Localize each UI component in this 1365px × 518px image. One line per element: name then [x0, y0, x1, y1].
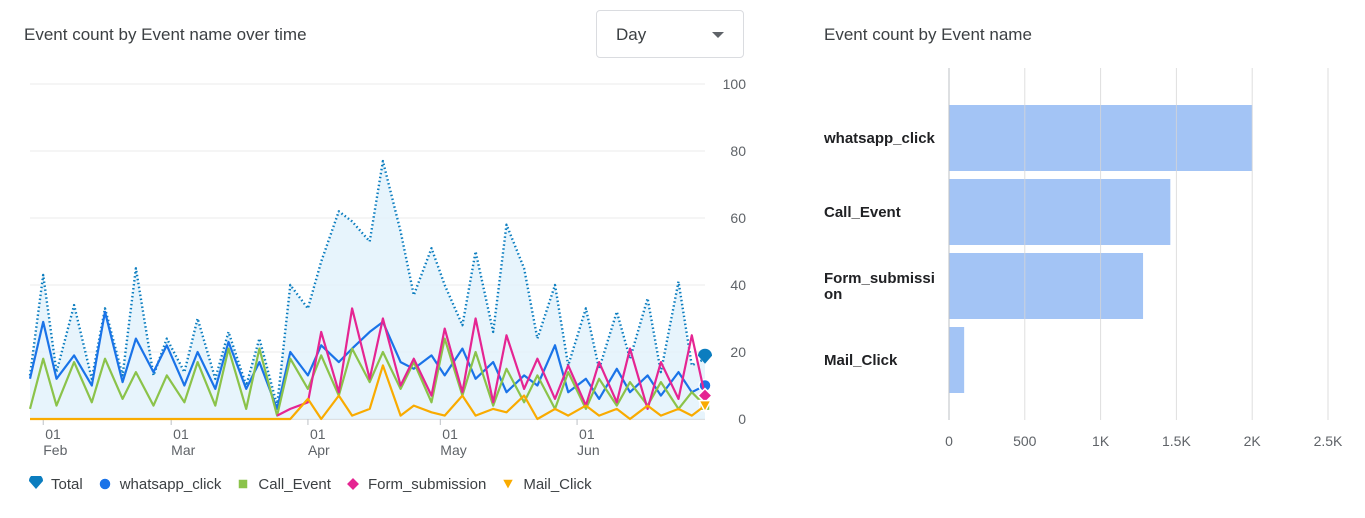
x-tick-label: 500: [1013, 433, 1037, 449]
series-line-2: [28, 337, 706, 417]
pin-icon-shape: [29, 476, 43, 489]
x-tick-label: 0: [945, 433, 953, 449]
y-tick-label: 0: [738, 411, 746, 427]
triangle-icon: [501, 478, 516, 492]
x-tick-month-label: Feb: [43, 442, 67, 458]
square-icon-shape: [237, 478, 250, 490]
chart-legend: Total whatsapp_click Call_Event Form_submis…: [28, 474, 606, 494]
legend-label: Form_submission: [367, 475, 487, 493]
diamond-icon: [344, 476, 361, 492]
x-tick-day-label: 01: [173, 426, 189, 442]
series-line-4: [30, 364, 706, 421]
legend-label: whatsapp_click: [119, 475, 222, 493]
circle-icon: [97, 477, 112, 491]
legend-label: Call_Event: [258, 475, 331, 493]
legend-item[interactable]: whatsapp_click: [97, 475, 222, 493]
triangle-icon-shape: [501, 478, 516, 492]
bar-chart-title: Event count by Event name: [824, 25, 1032, 44]
x-tick-month-label: Apr: [308, 442, 330, 458]
bar-category-label: Mail_Click: [824, 352, 898, 369]
x-tick-day-label: 01: [310, 426, 326, 442]
legend-item[interactable]: Form_submission: [344, 475, 487, 493]
series-line-3: [276, 307, 707, 417]
diamond-icon-shape: [344, 476, 361, 492]
series-end-marker: [698, 348, 712, 364]
x-tick-label: 1K: [1092, 433, 1110, 449]
granularity-dropdown[interactable]: Day: [596, 10, 744, 58]
x-tick-label: 1.5K: [1162, 433, 1191, 449]
x-tick-day-label: 01: [45, 426, 61, 442]
bar-category-label: whatsapp_click: [823, 130, 936, 147]
legend-item[interactable]: Total: [28, 476, 83, 493]
y-tick-label: 60: [730, 210, 746, 226]
legend-label: Mail_Click: [523, 475, 592, 493]
bar-chart: whatsapp_click Call_Event Form_submissi on M…: [823, 68, 1343, 449]
x-tick-month-label: Mar: [171, 442, 195, 458]
pin-icon: [29, 476, 43, 489]
series-end-marker: [697, 399, 713, 414]
legend-item[interactable]: Mail_Click: [500, 475, 592, 493]
series-line-1: [28, 310, 706, 410]
caret-down-icon: [712, 32, 724, 38]
square-icon: [237, 478, 250, 490]
x-tick-label: 2K: [1244, 433, 1262, 449]
y-tick-label: 80: [730, 143, 746, 159]
bar-category-label: Form_submissi on: [824, 270, 935, 303]
x-tick-day-label: 01: [579, 426, 595, 442]
bar-Form_submission: [949, 253, 1144, 319]
y-tick-label: 20: [730, 344, 746, 360]
bar-Mail_Click: [949, 327, 965, 393]
x-tick-day-label: 01: [442, 426, 458, 442]
bar-category-label: Call_Event: [824, 204, 901, 221]
x-tick-month-label: Jun: [577, 442, 600, 458]
x-tick-month-label: May: [440, 442, 466, 458]
granularity-value: Day: [616, 25, 647, 44]
circle-icon-shape: [97, 477, 112, 491]
y-tick-label: 100: [723, 76, 747, 92]
legend-item[interactable]: Call_Event: [235, 476, 331, 493]
legend-label: Total: [51, 475, 83, 493]
line-chart-title: Event count by Event name over time: [24, 25, 307, 44]
x-tick-label: 2.5K: [1314, 433, 1343, 449]
bar-Call_Event: [949, 179, 1171, 245]
y-tick-label: 40: [730, 277, 746, 293]
